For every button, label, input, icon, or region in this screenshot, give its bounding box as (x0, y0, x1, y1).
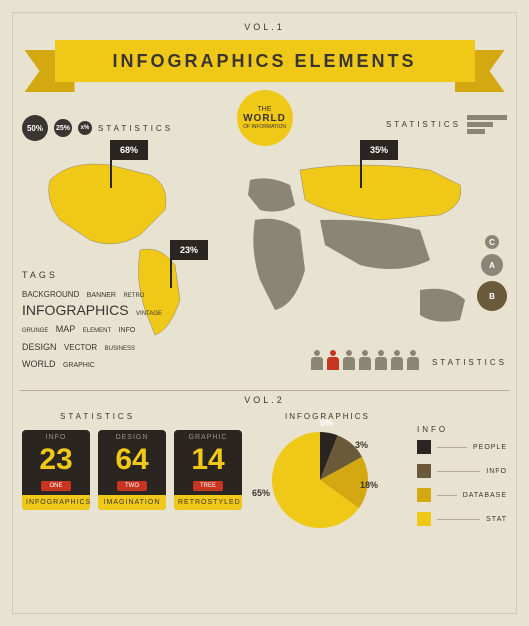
badge-top: THE (258, 106, 272, 113)
europe (248, 178, 295, 211)
pct-25: 25% (54, 119, 72, 137)
tag-world: WORLD (22, 359, 56, 369)
legend-swatch (417, 440, 431, 454)
person-icon-4 (375, 350, 387, 370)
card-foot: INFOGRAPHICS (22, 495, 90, 510)
card-number: 14 (174, 445, 242, 481)
tags-section: TAGS BACKGROUND BANNER RETRO INFOGRAPHIC… (22, 270, 172, 372)
stats-left-label: STATISTICS (98, 124, 173, 133)
stats-left-row: 50% 25% x% STATISTICS (22, 115, 173, 141)
world-badge: THE WORLD OF INFORMATION (237, 90, 293, 146)
stats-right-row: STATISTICS (386, 115, 507, 134)
tag-vintage: VINTAGE (136, 311, 162, 317)
pie-label-1: 3% (355, 440, 368, 450)
mini-bars (467, 115, 507, 134)
map-flag-1: 23% (170, 260, 208, 288)
pie-label-0: 6% (320, 418, 333, 428)
tag-element: ELEMENT (83, 328, 111, 334)
divider-1 (20, 390, 509, 391)
people-row (311, 350, 419, 370)
tag-info: INFO (119, 327, 136, 334)
tag-background: BACKGROUND (22, 290, 79, 299)
dot-A: A (481, 254, 503, 276)
badge-bot: OF INFORMATION (243, 124, 286, 130)
stat-cards: INFO23ONEINFOGRAPHICSDESIGN64TWOIMAGINAT… (22, 430, 242, 510)
title-ribbon: INFOGRAPHICS ELEMENTS (55, 40, 475, 82)
dots-column: CAB (477, 235, 507, 311)
tag-graphic: GRAPHIC (63, 362, 95, 369)
pct-x: x% (78, 121, 92, 135)
tags-title: TAGS (22, 270, 172, 280)
stat-card-0: INFO23ONEINFOGRAPHICS (22, 430, 90, 510)
card-number: 64 (98, 445, 166, 481)
pct-50: 50% (22, 115, 48, 141)
people-label: STATISTICS (432, 358, 507, 367)
card-badge: TWO (117, 481, 147, 491)
dot-B: B (477, 281, 507, 311)
stats-right-label: STATISTICS (386, 120, 461, 129)
vol2-label: VOL.2 (244, 395, 285, 405)
tag-vector: VECTOR (64, 343, 97, 352)
stat-card-2: GRAPHIC14TREERETROSTYLED (174, 430, 242, 510)
main-title: INFOGRAPHICS ELEMENTS (112, 51, 416, 72)
card-badge: TREE (193, 481, 223, 491)
tag-cloud: BACKGROUND BANNER RETRO INFOGRAPHICS VIN… (22, 284, 172, 372)
africa (253, 219, 305, 310)
tag-grunge: GRUNGE (22, 328, 48, 334)
person-icon-0 (311, 350, 323, 370)
pie-label-3: 65% (252, 488, 270, 498)
legend-swatch (417, 464, 431, 478)
australia (420, 289, 465, 322)
vol1-label: VOL.1 (0, 0, 529, 32)
cards-title: STATISTICS (60, 412, 135, 421)
legend-title: INFO (417, 425, 507, 434)
tag-map: MAP (56, 324, 76, 334)
tag-infographics: INFOGRAPHICS (22, 302, 129, 318)
tag-banner: BANNER (87, 292, 116, 299)
pie-label-2: 18% (360, 480, 378, 490)
tag-business: BUSINESS (105, 346, 135, 352)
north-america (49, 164, 166, 244)
legend: INFO PEOPLE INFO DATABASE STAT (417, 425, 507, 536)
legend-row-3: STAT (417, 512, 507, 526)
dot-C: C (485, 235, 499, 249)
map-flag-2: 35% (360, 160, 398, 188)
person-icon-3 (359, 350, 371, 370)
card-number: 23 (22, 445, 90, 481)
tag-design: DESIGN (22, 342, 57, 352)
legend-label: INFO (486, 468, 507, 475)
legend-row-2: DATABASE (417, 488, 507, 502)
badge-mid: WORLD (243, 113, 286, 124)
card-foot: RETROSTYLED (174, 495, 242, 510)
legend-swatch (417, 488, 431, 502)
legend-label: PEOPLE (473, 444, 507, 451)
person-icon-6 (407, 350, 419, 370)
tag-retro: RETRO (123, 293, 144, 299)
person-icon-5 (391, 350, 403, 370)
stat-card-1: DESIGN64TWOIMAGINATION (98, 430, 166, 510)
legend-label: DATABASE (463, 492, 507, 499)
person-icon-2 (343, 350, 355, 370)
card-foot: IMAGINATION (98, 495, 166, 510)
card-badge: ONE (41, 481, 71, 491)
legend-row-1: INFO (417, 464, 507, 478)
legend-swatch (417, 512, 431, 526)
map-flag-0: 68% (110, 160, 148, 188)
person-icon-1 (327, 350, 339, 370)
asia-south (320, 220, 430, 269)
legend-row-0: PEOPLE (417, 440, 507, 454)
legend-label: STAT (486, 516, 507, 523)
